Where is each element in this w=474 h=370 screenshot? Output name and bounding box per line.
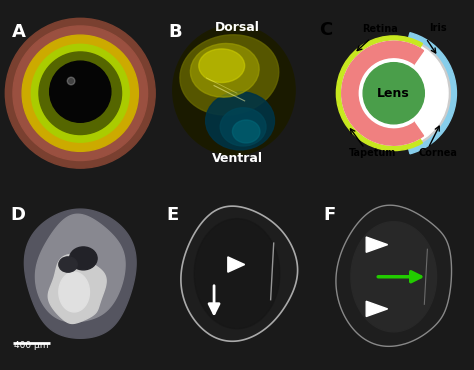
Polygon shape bbox=[366, 301, 388, 316]
Text: Dorsal: Dorsal bbox=[215, 21, 259, 34]
Polygon shape bbox=[24, 209, 136, 338]
Text: A: A bbox=[11, 23, 25, 41]
Polygon shape bbox=[48, 255, 106, 323]
Text: D: D bbox=[10, 206, 25, 225]
Text: Retina: Retina bbox=[362, 24, 398, 34]
Ellipse shape bbox=[59, 257, 77, 272]
Ellipse shape bbox=[220, 108, 266, 146]
Text: Cornea: Cornea bbox=[419, 148, 457, 158]
Text: 400 μm: 400 μm bbox=[14, 341, 48, 350]
Ellipse shape bbox=[180, 35, 279, 115]
Text: F: F bbox=[323, 206, 336, 225]
Wedge shape bbox=[394, 38, 450, 148]
Circle shape bbox=[39, 52, 121, 135]
Text: Iris: Iris bbox=[429, 23, 447, 33]
Wedge shape bbox=[359, 59, 413, 128]
Circle shape bbox=[67, 77, 75, 85]
Circle shape bbox=[360, 60, 428, 127]
Wedge shape bbox=[394, 41, 448, 146]
Ellipse shape bbox=[191, 43, 259, 97]
Polygon shape bbox=[228, 257, 245, 272]
Ellipse shape bbox=[199, 49, 245, 83]
Ellipse shape bbox=[70, 247, 97, 270]
Text: Tapetum: Tapetum bbox=[349, 148, 396, 158]
Polygon shape bbox=[194, 219, 280, 329]
Polygon shape bbox=[36, 214, 125, 322]
Polygon shape bbox=[59, 272, 90, 312]
Ellipse shape bbox=[173, 25, 295, 155]
Circle shape bbox=[22, 35, 138, 151]
Circle shape bbox=[363, 63, 424, 124]
Circle shape bbox=[5, 18, 155, 168]
Ellipse shape bbox=[206, 92, 274, 150]
Circle shape bbox=[50, 61, 111, 122]
Polygon shape bbox=[351, 222, 437, 332]
Circle shape bbox=[13, 26, 147, 161]
Text: E: E bbox=[167, 206, 179, 225]
Text: Ventral: Ventral bbox=[211, 152, 263, 165]
Wedge shape bbox=[394, 33, 456, 154]
Polygon shape bbox=[181, 206, 298, 341]
Polygon shape bbox=[336, 205, 452, 346]
Wedge shape bbox=[337, 36, 422, 151]
Text: B: B bbox=[168, 23, 182, 41]
Circle shape bbox=[31, 44, 129, 142]
Text: C: C bbox=[319, 21, 333, 38]
Polygon shape bbox=[366, 237, 388, 252]
Wedge shape bbox=[342, 41, 420, 145]
Text: Lens: Lens bbox=[377, 87, 410, 100]
Ellipse shape bbox=[232, 120, 260, 143]
Wedge shape bbox=[342, 41, 424, 145]
